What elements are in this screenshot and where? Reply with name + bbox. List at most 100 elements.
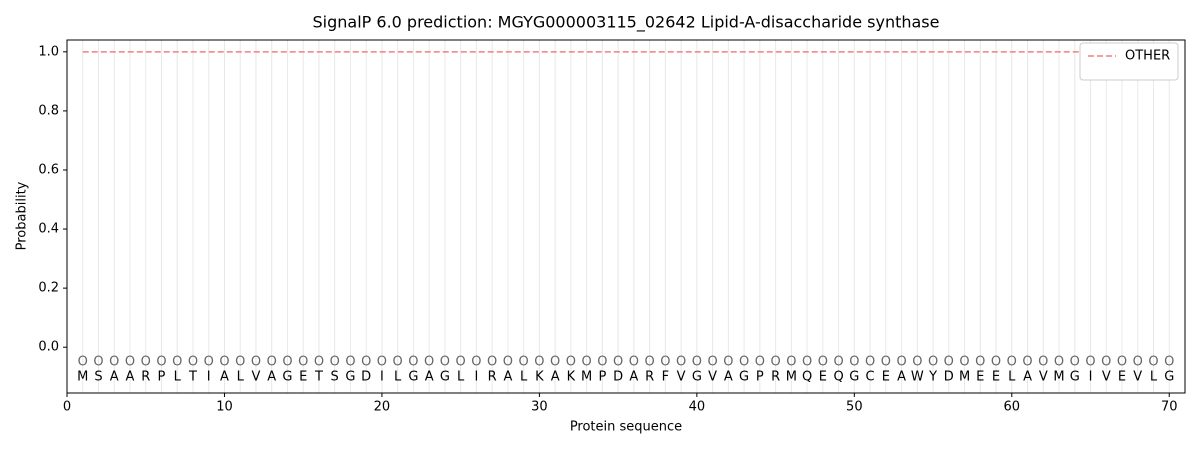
state-label: O — [330, 354, 340, 369]
residue-label: I — [474, 369, 478, 384]
residue-label: V — [1039, 369, 1048, 384]
residue-label: G — [1164, 369, 1174, 384]
state-label: O — [298, 354, 308, 369]
residue-label: K — [567, 369, 576, 384]
state-label: O — [550, 354, 560, 369]
y-tick-label: 0.4 — [38, 222, 59, 237]
state-label: O — [597, 354, 607, 369]
state-label: O — [424, 354, 434, 369]
state-label: O — [676, 354, 686, 369]
y-tick-label: 0.2 — [38, 281, 59, 296]
state-label: O — [802, 354, 812, 369]
state-label: O — [582, 354, 592, 369]
x-tick-label: 10 — [216, 400, 233, 415]
plot-frame — [66, 39, 1186, 394]
residue-label: W — [911, 369, 924, 384]
residue-label: E — [819, 369, 827, 384]
residue-label: E — [992, 369, 1000, 384]
residue-label: D — [361, 369, 371, 384]
state-label: O — [534, 354, 544, 369]
state-label: O — [314, 354, 324, 369]
state-label: O — [456, 354, 466, 369]
residue-label: L — [457, 369, 465, 384]
residue-label: E — [976, 369, 984, 384]
state-label: O — [865, 354, 875, 369]
x-tick-label: 20 — [374, 400, 391, 415]
residue-label: L — [174, 369, 182, 384]
state-label: O — [109, 354, 119, 369]
state-label: O — [944, 354, 954, 369]
x-tick-label: 50 — [846, 400, 863, 415]
state-label: O — [267, 354, 277, 369]
legend: OTHER — [1079, 42, 1179, 81]
state-label: O — [613, 354, 623, 369]
residue-label: Q — [833, 369, 843, 384]
residue-label: I — [1089, 369, 1093, 384]
state-label: O — [786, 354, 796, 369]
state-label: O — [723, 354, 733, 369]
residue-label: Q — [802, 369, 812, 384]
residue-label: S — [331, 369, 339, 384]
state-label: O — [1117, 354, 1127, 369]
state-label: O — [739, 354, 749, 369]
residue-label: G — [739, 369, 749, 384]
state-label: O — [770, 354, 780, 369]
residue-label: V — [1133, 369, 1142, 384]
state-label: O — [282, 354, 292, 369]
state-label: O — [1148, 354, 1158, 369]
residue-label: G — [282, 369, 292, 384]
x-tick-label: 0 — [63, 400, 71, 415]
state-label: O — [219, 354, 229, 369]
y-axis-label: Probability — [15, 181, 30, 250]
residue-label: A — [425, 369, 434, 384]
residue-label: G — [440, 369, 450, 384]
residue-label: L — [237, 369, 245, 384]
state-label: O — [1038, 354, 1048, 369]
state-label: O — [1133, 354, 1143, 369]
state-label: O — [755, 354, 765, 369]
residue-label: T — [188, 369, 197, 384]
state-label: O — [1085, 354, 1095, 369]
y-tick-label: 0.6 — [38, 162, 59, 177]
state-label: O — [204, 354, 214, 369]
state-label: O — [377, 354, 387, 369]
state-label: O — [393, 354, 403, 369]
residue-label: V — [1102, 369, 1111, 384]
residue-label: P — [756, 369, 764, 384]
state-label: O — [408, 354, 418, 369]
residue-label: V — [677, 369, 686, 384]
residue-label: T — [314, 369, 323, 384]
legend-label: OTHER — [1125, 49, 1170, 64]
state-label: O — [440, 354, 450, 369]
state-label: O — [156, 354, 166, 369]
residue-label: I — [207, 369, 211, 384]
residue-label: L — [1150, 369, 1158, 384]
x-tick-label: 40 — [689, 400, 706, 415]
residue-label: A — [629, 369, 638, 384]
state-label: O — [833, 354, 843, 369]
state-label: O — [141, 354, 151, 369]
state-label: O — [503, 354, 513, 369]
residue-label: V — [252, 369, 261, 384]
residue-label: Y — [928, 369, 937, 384]
state-label: O — [991, 354, 1001, 369]
residue-label: M — [77, 369, 88, 384]
chart-title: SignalP 6.0 prediction: MGYG000003115_02… — [313, 13, 940, 33]
state-label: O — [959, 354, 969, 369]
residue-label: G — [849, 369, 859, 384]
residue-label: L — [1008, 369, 1016, 384]
state-label: O — [928, 354, 938, 369]
residue-label: E — [1118, 369, 1126, 384]
residue-label: G — [408, 369, 418, 384]
state-label: O — [881, 354, 891, 369]
state-label: O — [1070, 354, 1080, 369]
residue-label: A — [897, 369, 906, 384]
residue-label: A — [220, 369, 229, 384]
residue-label: A — [503, 369, 512, 384]
residue-label: C — [866, 369, 875, 384]
x-tick-label: 70 — [1161, 400, 1178, 415]
residue-label: P — [598, 369, 606, 384]
state-label: O — [818, 354, 828, 369]
state-label: O — [93, 354, 103, 369]
residue-label: L — [520, 369, 528, 384]
